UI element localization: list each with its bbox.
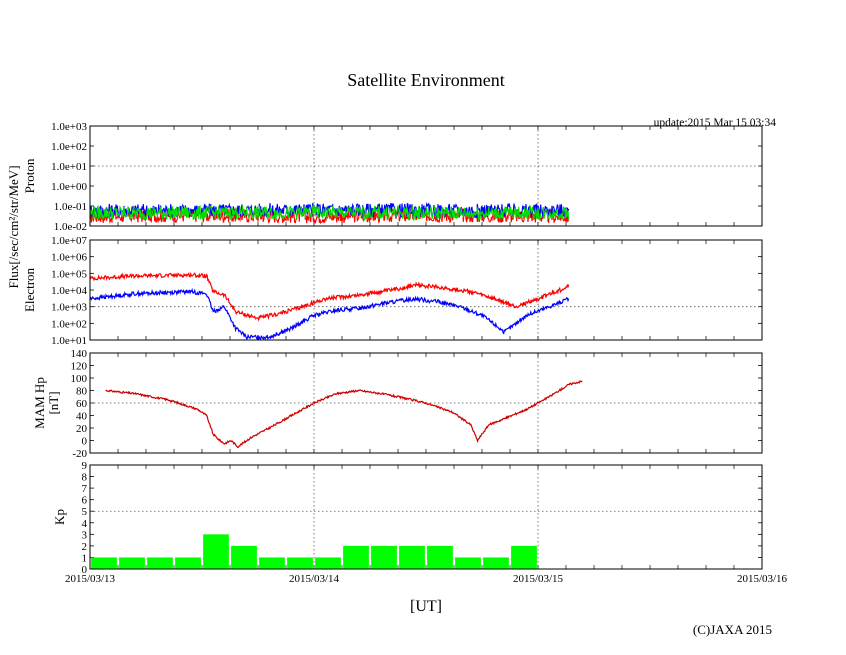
proton-ytick-label: 1.0e-02: [54, 221, 87, 233]
mam_hp-ytick-label: 0: [82, 436, 88, 448]
kp-bar: [427, 545, 453, 569]
kp-bar: [371, 545, 397, 569]
kp-ytick-label: 2: [82, 541, 88, 553]
kp-bar: [287, 557, 313, 569]
chart-title: Satellite Environment: [347, 70, 504, 90]
panels-group: 1.0e-021.0e-011.0e+001.0e+011.0e+021.0e+…: [22, 121, 788, 585]
proton-ytick-label: 1.0e+01: [51, 161, 87, 173]
mam_hp-ytick-label: 140: [71, 348, 88, 360]
mam_hp-ylabel-line1: MAM Hp: [32, 377, 47, 429]
electron-series-0: [90, 271, 570, 322]
kp-ylabel: Kp: [52, 509, 67, 525]
kp-ytick-label: 9: [82, 460, 88, 472]
copyright-text: (C)JAXA 2015: [693, 622, 772, 637]
update-timestamp: update:2015 Mar 15 03:34: [654, 117, 777, 129]
x-axis-label: [UT]: [410, 598, 442, 615]
kp-bar: [147, 557, 173, 569]
kp-bar: [231, 545, 257, 569]
kp-bar: [399, 545, 425, 569]
kp-bar: [455, 557, 481, 569]
kp-bar: [119, 557, 145, 569]
kp-bar: [203, 534, 229, 569]
kp-bar: [259, 557, 285, 569]
kp-frame: [89, 464, 763, 570]
mam_hp-ytick-label: 20: [76, 423, 88, 435]
proton-data: [90, 201, 570, 225]
proton-panel: 1.0e-02 1.0e-01 1.0e+00 1.0e+01 1.0e+02 1.0e+…: [22, 121, 763, 233]
electron-data: [90, 271, 570, 340]
kp-ytick-label: 3: [82, 529, 88, 541]
kp-bar: [483, 557, 509, 569]
electron-ytick-label: 1.0e+02: [51, 318, 87, 330]
electron-ytick-label: 1.0e+07: [51, 235, 87, 247]
proton-series-2: [90, 203, 570, 222]
x-tick-label: 2015/03/16: [737, 573, 788, 585]
electron-panel: 1.0e+01 1.0e+02 1.0e+03 1.0e+04 1.0e+05 1.0e+…: [22, 235, 763, 347]
kp-bar: [343, 545, 369, 569]
kp-ytick-label: 7: [82, 483, 88, 495]
kp-bar: [315, 557, 341, 569]
kp-bar: [91, 557, 117, 569]
electron-ytick-label: 1.0e+05: [51, 268, 87, 280]
kp-bar: [511, 545, 537, 569]
electron-ytick-label: 1.0e+03: [51, 302, 87, 314]
mam_hp-ytick-label: -20: [72, 448, 87, 460]
mam_hp-data: [105, 380, 583, 449]
proton-ytick-label: 1.0e-01: [54, 201, 87, 213]
kp-ytick-label: 1: [82, 552, 88, 564]
mam_hp-ytick-label: 80: [76, 386, 88, 398]
x-tick-label: 2015/03/15: [513, 573, 564, 585]
kp-ytick-label: 8: [82, 472, 88, 484]
mam_hp-frame: [89, 352, 763, 454]
mam_hp-ytick-label: 40: [76, 411, 88, 423]
mam_hp-series-0: [105, 380, 583, 449]
kp-bar: [175, 557, 201, 569]
mam_hp-ylabel-line2: [nT]: [46, 391, 61, 414]
flux-axis-label: Flux[/sec/cm²/str/MeV]: [6, 165, 21, 288]
kp-ytick-label: 5: [82, 506, 88, 518]
kp-ytick-label: 6: [82, 495, 88, 507]
electron-series-1: [90, 287, 570, 340]
electron-frame: [89, 239, 763, 341]
electron-ytick-label: 1.0e+01: [51, 335, 87, 347]
mam_hp-ytick-label: 120: [71, 361, 88, 373]
proton-ytick-label: 1.0e+03: [51, 121, 87, 133]
kp-ytick-label: 4: [82, 518, 88, 530]
proton-frame: [89, 125, 763, 227]
kp-data: [91, 534, 537, 569]
proton-ytick-label: 1.0e+00: [51, 181, 87, 193]
proton-ylabel: Proton: [22, 158, 37, 193]
mam_hp-ytick-label: 60: [76, 398, 88, 410]
x-tick-label: 2015/03/13: [65, 573, 116, 585]
proton-ytick-label: 1.0e+02: [51, 141, 87, 153]
kp-ytick-label: 0: [82, 564, 88, 576]
x-tick-label: 2015/03/14: [289, 573, 340, 585]
electron-ytick-label: 1.0e+06: [51, 252, 87, 264]
electron-ytick-label: 1.0e+04: [51, 285, 87, 297]
mam_hp-ytick-label: 100: [71, 373, 88, 385]
electron-ylabel: Electron: [22, 267, 37, 312]
